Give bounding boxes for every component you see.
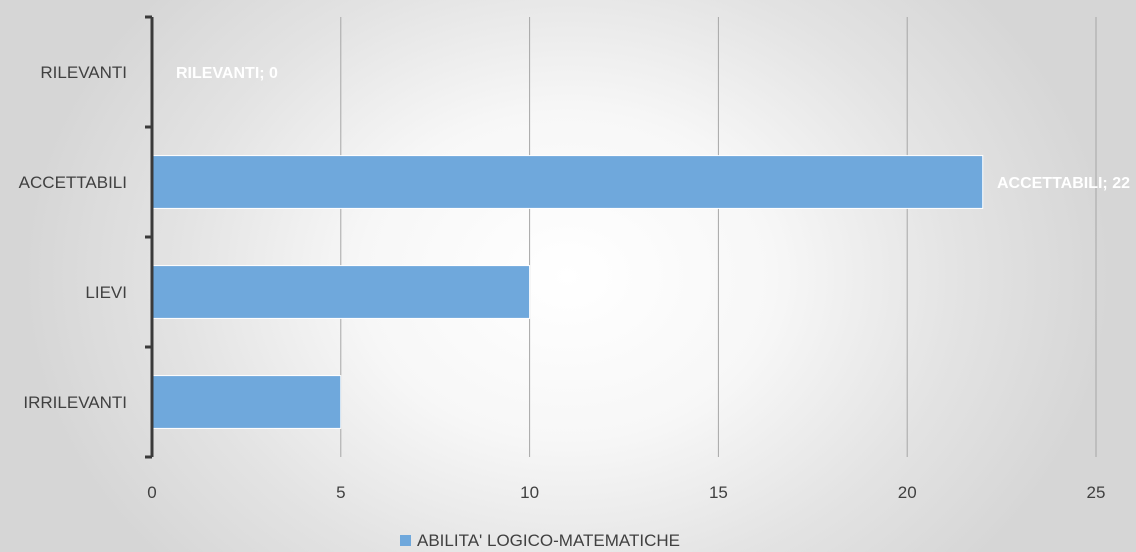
x-tick-label-20: 20 — [898, 483, 917, 502]
x-tick-label-5: 5 — [336, 483, 345, 502]
bar-accettabili — [151, 155, 984, 209]
category-label-rilevanti: RILEVANTI — [40, 63, 127, 82]
x-tick-label-15: 15 — [709, 483, 728, 502]
x-tick-label-10: 10 — [520, 483, 539, 502]
x-tick-label-0: 0 — [147, 483, 156, 502]
x-tick-label-25: 25 — [1087, 483, 1106, 502]
category-axis — [145, 15, 154, 459]
legend-swatch — [400, 535, 411, 546]
data-labels: RILEVANTI; 0 ACCETTABILI; 22 — [176, 65, 1130, 192]
legend-label: ABILITA' LOGICO-MATEMATICHE — [417, 531, 680, 550]
data-label-rilevanti: RILEVANTI; 0 — [176, 65, 278, 82]
category-label-irrilevanti: IRRILEVANTI — [23, 393, 127, 412]
bars — [151, 155, 984, 429]
bar-lievi — [151, 265, 531, 319]
value-axis-labels: 0 5 10 15 20 25 — [147, 483, 1105, 502]
category-labels: RILEVANTI ACCETTABILI LIEVI IRRILEVANTI — [19, 63, 127, 412]
category-label-accettabili: ACCETTABILI — [19, 173, 127, 192]
bar-irrilevanti — [151, 375, 342, 429]
legend: ABILITA' LOGICO-MATEMATICHE — [400, 531, 680, 550]
gridlines — [340, 17, 1097, 457]
data-label-accettabili: ACCETTABILI; 22 — [997, 175, 1130, 192]
category-label-lievi: LIEVI — [85, 283, 127, 302]
